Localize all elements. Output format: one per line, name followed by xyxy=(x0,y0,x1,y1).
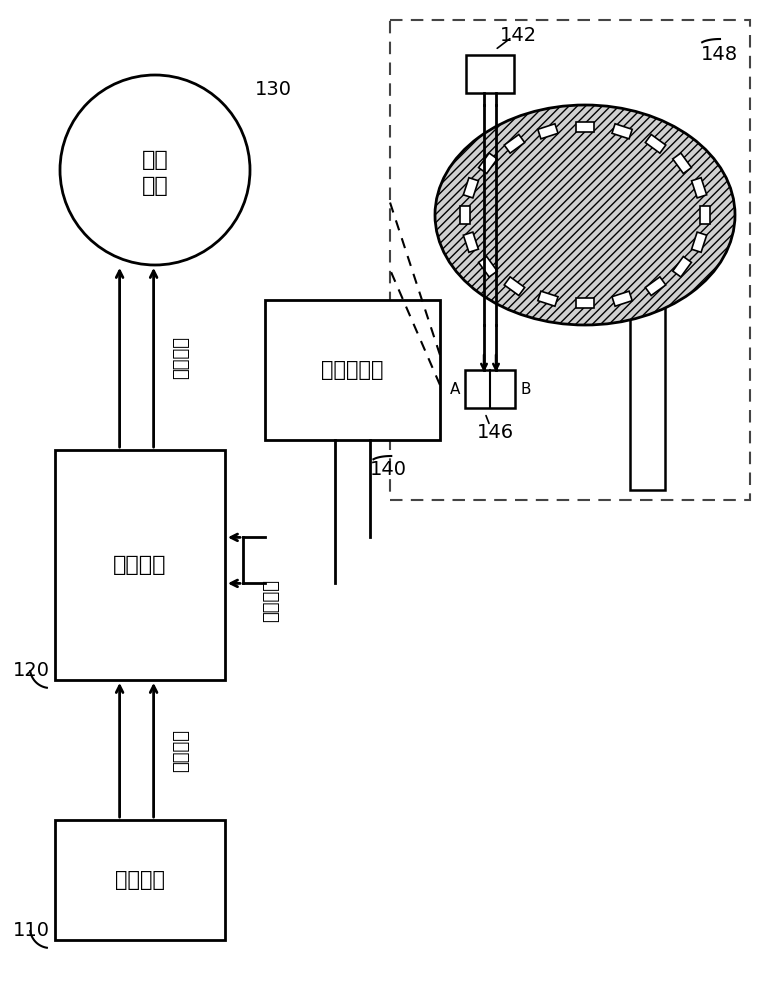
Bar xyxy=(576,298,594,308)
Bar xyxy=(478,257,497,277)
Text: B: B xyxy=(520,381,531,396)
Text: A: A xyxy=(449,381,460,396)
Text: 伺服: 伺服 xyxy=(141,150,168,170)
Bar xyxy=(478,153,497,173)
Text: 130: 130 xyxy=(255,80,292,99)
Bar xyxy=(460,206,470,224)
Text: 反馈脉冲: 反馈脉冲 xyxy=(262,579,280,622)
Ellipse shape xyxy=(60,75,250,265)
Bar xyxy=(538,124,558,139)
Bar xyxy=(692,178,707,198)
Text: 140: 140 xyxy=(370,460,407,479)
Bar xyxy=(612,291,632,306)
Text: 指令脉冲: 指令脉冲 xyxy=(173,728,190,772)
Bar xyxy=(576,122,594,132)
Bar xyxy=(612,124,632,139)
Bar xyxy=(505,277,525,296)
Text: 148: 148 xyxy=(701,45,738,64)
Text: 微控制器: 微控制器 xyxy=(113,555,167,575)
Text: 120: 120 xyxy=(13,661,50,680)
Bar xyxy=(692,232,707,252)
Bar xyxy=(630,259,665,490)
Text: 光电编码器: 光电编码器 xyxy=(321,360,384,380)
Bar xyxy=(55,820,225,940)
FancyBboxPatch shape xyxy=(390,20,750,500)
Bar xyxy=(55,450,225,680)
Text: 指令装置: 指令装置 xyxy=(115,870,165,890)
Text: 110: 110 xyxy=(13,921,50,940)
Bar xyxy=(700,206,710,224)
Bar xyxy=(466,55,514,93)
Bar xyxy=(505,134,525,153)
Bar xyxy=(265,300,440,440)
Text: 142: 142 xyxy=(500,26,537,45)
Ellipse shape xyxy=(435,105,735,325)
Bar xyxy=(673,257,691,277)
Bar xyxy=(463,232,478,252)
Bar xyxy=(463,178,478,198)
Bar xyxy=(673,153,691,173)
Bar xyxy=(538,291,558,306)
Bar xyxy=(645,277,666,296)
Bar xyxy=(645,134,666,153)
Text: 146: 146 xyxy=(476,423,514,442)
Text: 马达: 马达 xyxy=(141,176,168,196)
Bar xyxy=(465,370,515,408)
Text: 驱动脉冲: 驱动脉冲 xyxy=(173,336,190,379)
